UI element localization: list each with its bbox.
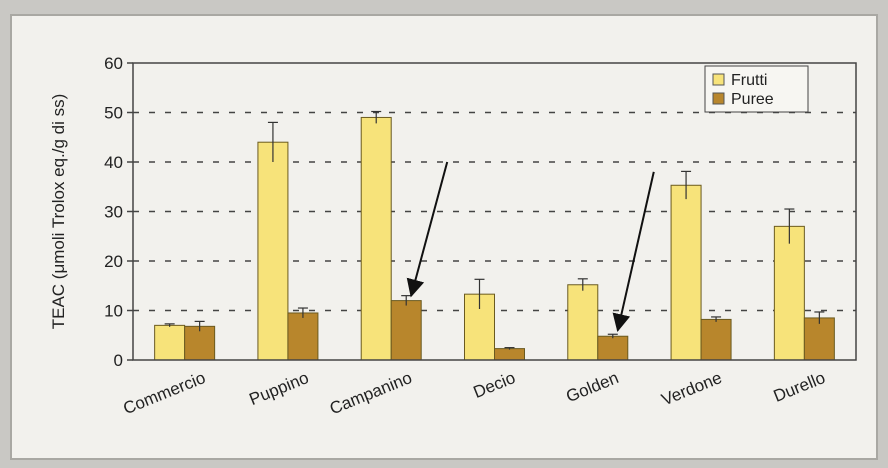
bar-frutti-puppino	[257, 141, 289, 361]
x-tick-label: Golden	[563, 368, 621, 406]
error-bar	[577, 278, 588, 291]
bar-frutti-verdone	[670, 184, 702, 361]
error-bar	[297, 307, 308, 318]
annotation-arrows	[406, 161, 655, 333]
error-bar	[164, 323, 175, 327]
y-tick-label: 30	[104, 203, 123, 222]
bar-frutti-durello	[773, 225, 805, 361]
bar-puree-campanino	[390, 300, 422, 361]
error-bar	[194, 320, 205, 332]
error-bar	[474, 278, 485, 310]
x-tick-label: Commercio	[120, 368, 208, 418]
error-bar	[681, 170, 692, 200]
legend: Frutti Puree	[704, 65, 809, 113]
bar-frutti-commercio	[154, 324, 186, 361]
gridlines	[133, 111, 856, 312]
error-bar	[504, 347, 515, 350]
error-bars	[164, 110, 825, 350]
error-bar	[607, 333, 618, 339]
error-bar	[814, 311, 825, 324]
legend-label: Puree	[731, 91, 774, 108]
bar-puree-golden	[597, 335, 629, 361]
error-bar	[711, 316, 722, 322]
x-tick-label: Decio	[471, 368, 518, 402]
x-tick-labels: Commercio Puppino Campanino Decio Golden Verd…	[120, 368, 827, 418]
x-tick-label: Verdone	[659, 368, 725, 409]
x-tick-label: Campanino	[327, 368, 415, 418]
x-tick-label: Durello	[771, 368, 828, 406]
arrow-annotation	[406, 161, 449, 298]
y-tick-label: 60	[104, 54, 123, 73]
bar-puree-verdone	[700, 318, 732, 361]
y-tick-labels: 0 10 20 30 40 50 60	[104, 54, 123, 370]
bar-chart: 0 10 20 30 40 50 60 Commercio Puppino Campanino D…	[49, 54, 857, 418]
y-tick-label: 20	[104, 252, 123, 271]
y-axis-label: TEAC (μmoli Trolox eq./g di ss)	[49, 94, 68, 330]
bar-frutti-golden	[567, 284, 599, 361]
axes	[127, 62, 857, 361]
bar-puree-decio	[494, 348, 525, 361]
error-bar	[371, 110, 382, 124]
chart-panel: 0 10 20 30 40 50 60 Commercio Puppino Campanino D…	[10, 14, 878, 460]
legend-label: Frutti	[731, 72, 767, 89]
error-bar	[267, 121, 278, 162]
y-tick-label: 40	[104, 153, 123, 172]
error-bar	[784, 208, 795, 244]
y-tick-label: 10	[104, 302, 123, 321]
bar-frutti-campanino	[360, 116, 392, 361]
arrow-annotation	[612, 171, 655, 333]
y-tick-label: 50	[104, 104, 123, 123]
bar-puree-durello	[803, 317, 835, 361]
legend-swatch	[712, 73, 725, 86]
bar-puree-commercio	[184, 325, 216, 361]
bar-puree-puppino	[287, 312, 319, 361]
bars	[154, 116, 835, 361]
x-tick-label: Puppino	[246, 368, 311, 409]
y-tick-label: 0	[114, 351, 123, 370]
legend-swatch	[712, 92, 725, 105]
